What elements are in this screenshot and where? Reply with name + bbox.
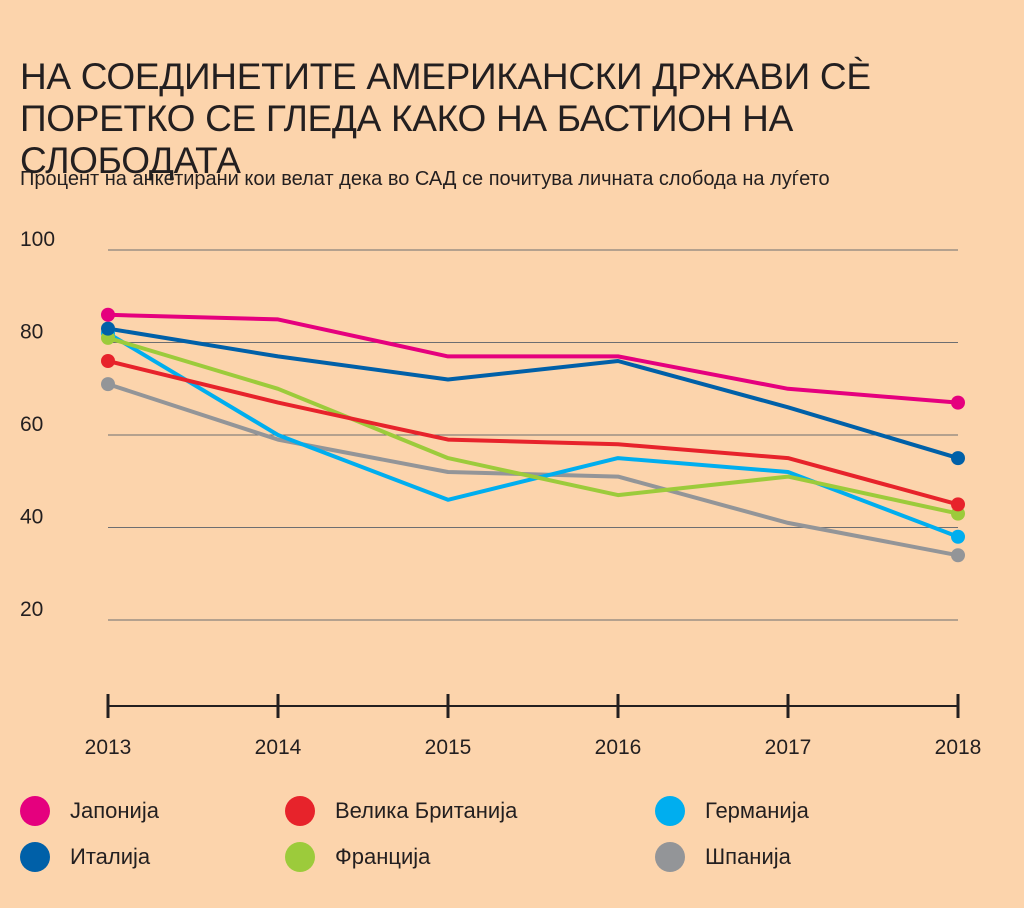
data-point bbox=[951, 451, 965, 466]
x-axis: 2013 2014 2015 2016 2017 2018 bbox=[85, 694, 982, 759]
x-tick-label: 2018 bbox=[935, 736, 982, 759]
data-point bbox=[101, 377, 115, 392]
x-tick-label: 2017 bbox=[765, 736, 812, 759]
data-point bbox=[951, 497, 965, 512]
data-point bbox=[101, 354, 115, 368]
x-tick-label: 2016 bbox=[595, 736, 642, 759]
data-point bbox=[951, 548, 965, 563]
y-tick-label: 80 bbox=[20, 321, 43, 344]
data-point bbox=[101, 321, 115, 336]
x-tick-label: 2013 bbox=[85, 736, 132, 759]
y-tick-label: 40 bbox=[20, 506, 43, 529]
series-line-5 bbox=[107, 382, 959, 558]
series-line-1 bbox=[107, 326, 959, 461]
gridlines bbox=[108, 249, 958, 621]
series-line-2 bbox=[107, 359, 959, 507]
data-point bbox=[951, 395, 965, 410]
series-endpoints bbox=[101, 307, 965, 563]
chart-title: НА СОЕДИНЕТИТЕ АМЕРИКАНСКИ ДРЖАВИ СЀ ПОР… bbox=[20, 56, 871, 181]
y-axis-ticks: 20 40 60 80 100 bbox=[20, 228, 55, 621]
x-tick-label: 2015 bbox=[425, 736, 472, 759]
series-lines bbox=[106, 312, 959, 558]
series-line-0 bbox=[107, 312, 959, 405]
y-tick-label: 100 bbox=[20, 228, 55, 251]
data-point bbox=[951, 529, 965, 544]
data-point bbox=[101, 307, 115, 322]
chart-subtitle: Процент на анкетирани кои велат дека во … bbox=[20, 168, 830, 190]
y-tick-label: 60 bbox=[20, 413, 43, 436]
series-line-3 bbox=[107, 335, 959, 516]
x-tick-label: 2014 bbox=[255, 736, 302, 759]
y-tick-label: 20 bbox=[20, 598, 43, 621]
